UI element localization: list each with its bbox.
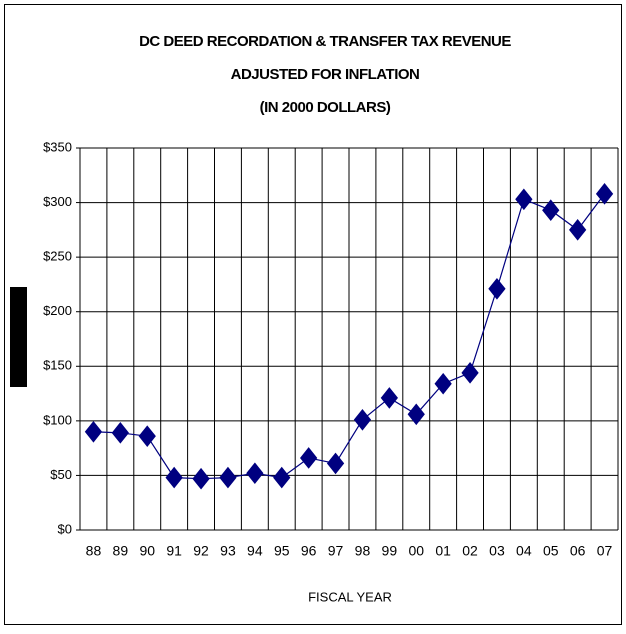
data-point	[246, 462, 264, 485]
data-point	[84, 420, 103, 443]
data-point	[488, 277, 506, 300]
x-tick-label: 93	[220, 543, 236, 559]
x-tick-label: 92	[193, 543, 209, 559]
data-point	[353, 408, 372, 431]
x-tick-label: 95	[274, 543, 290, 559]
data-point	[434, 372, 452, 395]
x-tick-label: 90	[139, 543, 155, 559]
y-tick-label: $50	[50, 467, 72, 482]
x-tick-label: 97	[328, 543, 344, 559]
y-tick-label: $150	[43, 358, 72, 373]
x-tick-label: 88	[86, 543, 102, 559]
data-point	[515, 188, 533, 211]
x-tick-label: 98	[355, 543, 371, 559]
x-tick-label: 94	[247, 543, 263, 559]
chart-title: ADJUSTED FOR INFLATION	[231, 66, 420, 83]
y-tick-label: $250	[43, 249, 72, 264]
redacted-axis-label	[10, 287, 27, 387]
chart-title: (IN 2000 DOLLARS)	[260, 99, 391, 116]
x-axis-label: FISCAL YEAR	[308, 589, 392, 604]
y-tick-label: $200	[43, 303, 72, 318]
data-point	[111, 422, 129, 444]
data-point	[461, 362, 479, 384]
data-point	[273, 466, 291, 489]
chart-border	[4, 4, 622, 625]
x-tick-label: 89	[113, 543, 129, 559]
y-tick-label: $300	[43, 194, 72, 209]
data-point	[138, 425, 156, 447]
data-point	[407, 403, 425, 426]
x-tick-label: 04	[516, 543, 532, 559]
x-tick-label: 00	[408, 543, 424, 559]
y-tick-label: $0	[58, 521, 72, 536]
x-tick-label: 91	[166, 543, 182, 559]
data-point	[326, 452, 345, 475]
data-point	[595, 183, 614, 205]
data-point	[300, 447, 318, 469]
y-tick-label: $350	[43, 139, 72, 154]
x-tick-label: 03	[489, 543, 505, 559]
y-tick-label: $100	[43, 412, 72, 427]
x-tick-label: 05	[543, 543, 559, 559]
x-tick-label: 96	[301, 543, 317, 559]
x-tick-label: 02	[462, 543, 478, 559]
x-tick-label: 99	[382, 543, 398, 559]
data-point	[192, 467, 210, 490]
data-point	[542, 199, 560, 222]
data-point	[165, 466, 183, 489]
chart-title: DC DEED RECORDATION & TRANSFER TAX REVEN…	[139, 33, 511, 50]
x-tick-label: 06	[570, 543, 586, 559]
data-point	[380, 387, 398, 409]
x-tick-label: 07	[597, 543, 613, 559]
data-point	[569, 219, 587, 241]
data-point	[219, 466, 237, 489]
x-tick-label: 01	[435, 543, 451, 559]
